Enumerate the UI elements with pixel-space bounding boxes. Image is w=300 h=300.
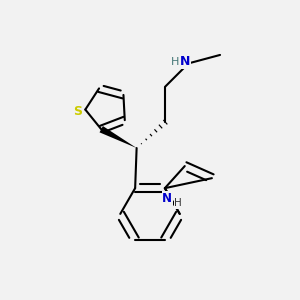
Text: N: N (162, 192, 172, 205)
Text: H: H (174, 198, 182, 208)
Polygon shape (100, 126, 136, 148)
Text: H: H (171, 57, 179, 67)
Text: N: N (180, 56, 191, 68)
Text: S: S (74, 105, 82, 118)
